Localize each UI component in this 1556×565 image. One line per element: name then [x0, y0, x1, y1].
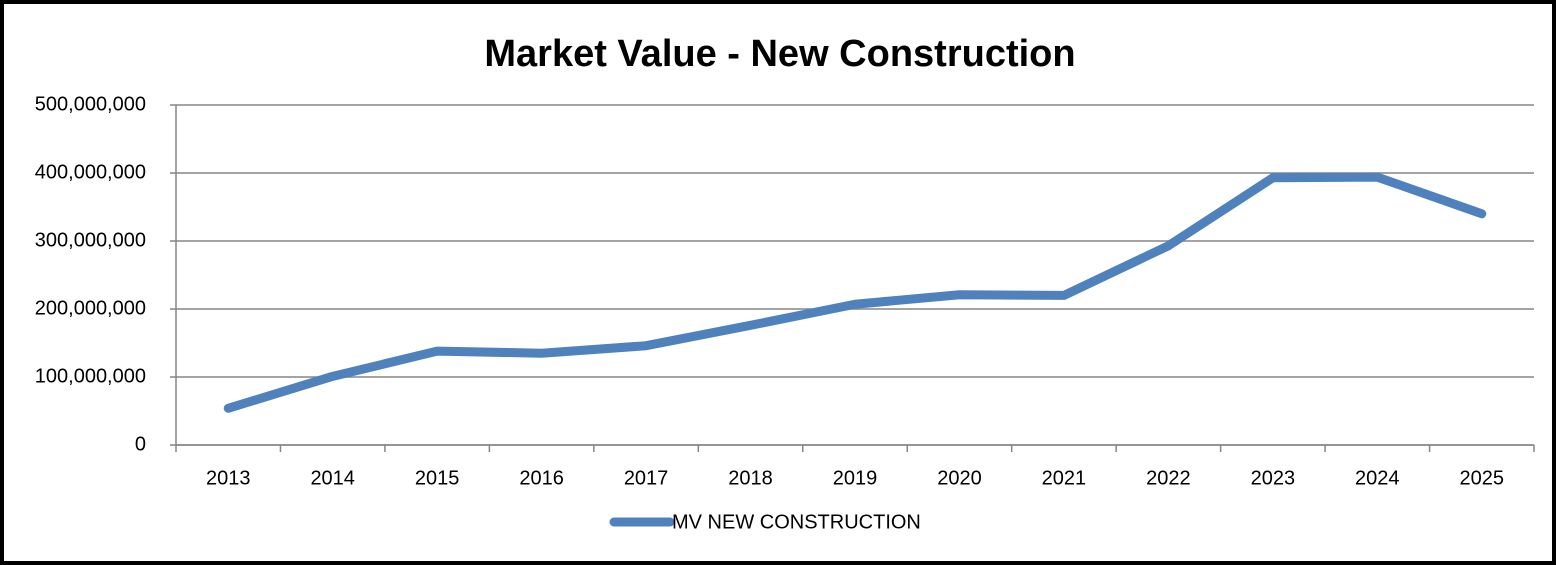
legend-label: MV NEW CONSTRUCTION: [672, 511, 921, 533]
y-tick-label: 200,000,000: [35, 297, 146, 319]
x-tick-label: 2023: [1251, 467, 1296, 489]
x-tick-label: 2019: [833, 467, 878, 489]
y-tick-label: 0: [135, 433, 146, 455]
x-tick-label: 2015: [415, 467, 460, 489]
y-tick-label: 500,000,000: [35, 93, 146, 115]
x-tick-label: 2013: [206, 467, 251, 489]
y-tick-label: 400,000,000: [35, 161, 146, 183]
chart-title: Market Value - New Construction: [484, 33, 1075, 75]
y-tick-label: 100,000,000: [35, 365, 146, 387]
y-tick-label: 300,000,000: [35, 229, 146, 251]
x-tick-label: 2022: [1146, 467, 1191, 489]
x-tick-label: 2018: [728, 467, 773, 489]
x-tick-label: 2014: [310, 467, 355, 489]
x-tick-label: 2025: [1460, 467, 1505, 489]
x-tick-label: 2021: [1042, 467, 1087, 489]
x-tick-label: 2017: [624, 467, 669, 489]
x-tick-label: 2020: [937, 467, 982, 489]
data-line: [223, 172, 1487, 413]
x-tick-label: 2024: [1355, 467, 1400, 489]
x-tick-label: 2016: [519, 467, 564, 489]
